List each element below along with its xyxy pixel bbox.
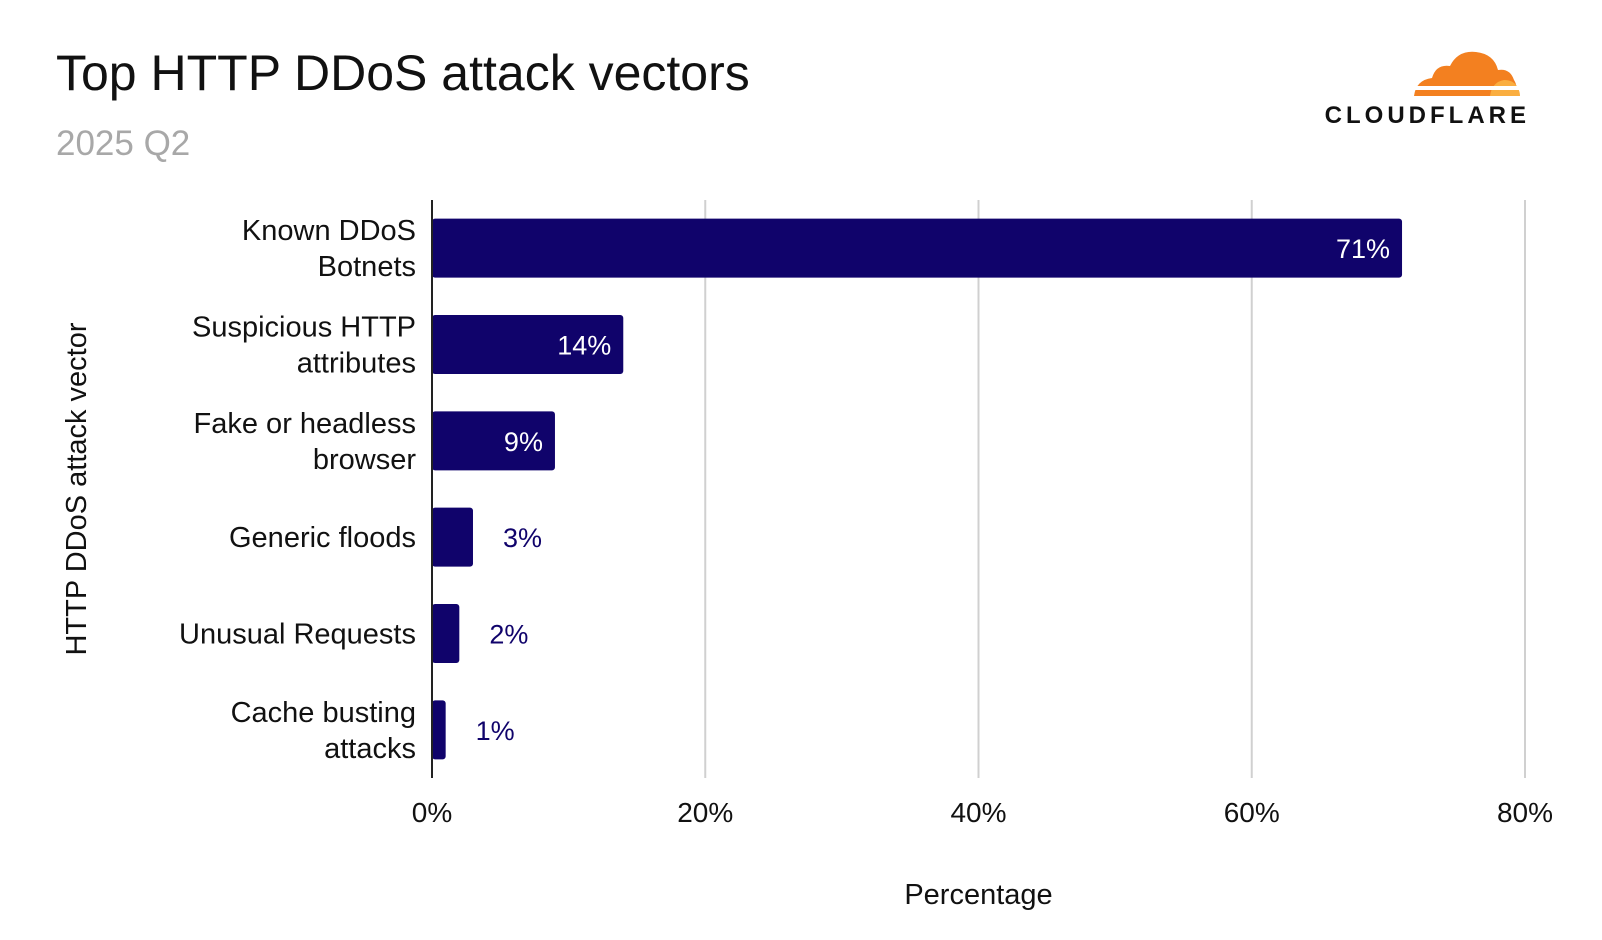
- category-labels: Known DDoS Botnets Suspicious HTTP attribut…: [179, 215, 416, 765]
- x-axis-title: Percentage: [904, 879, 1052, 911]
- bar: [432, 604, 460, 663]
- bar: [432, 507, 473, 567]
- data-label: 14%: [557, 331, 611, 361]
- x-tick-label: 80%: [1497, 797, 1553, 828]
- x-tick-labels: 0% 20% 40% 60% 80%: [412, 797, 1553, 828]
- bar: [432, 411, 555, 471]
- category-label: Fake or headless: [194, 408, 416, 440]
- x-tick-label: 0%: [412, 797, 452, 828]
- cloudflare-wordmark: CLOUDFLARE: [1324, 102, 1530, 129]
- bar: [432, 700, 446, 760]
- category-label: Suspicious HTTP: [192, 312, 416, 344]
- bars: 71% 14% 9% 3% 2% 1%: [432, 218, 1403, 760]
- data-label: 3%: [503, 523, 542, 553]
- data-label: 2%: [489, 620, 528, 650]
- chart-title: Top HTTP DDoS attack vectors: [56, 45, 750, 101]
- category-label: Cache busting: [231, 697, 416, 729]
- category-label: Unusual Requests: [179, 619, 416, 651]
- gridlines: [704, 200, 1526, 778]
- x-tick-label: 20%: [677, 797, 733, 828]
- category-label: attacks: [324, 733, 416, 765]
- category-label: browser: [313, 444, 416, 476]
- bar: [432, 315, 624, 374]
- cloudflare-logo: CLOUDFLARE: [1290, 46, 1530, 130]
- cloud-icon: [1410, 51, 1522, 96]
- bar: [432, 218, 1403, 278]
- chart-subtitle: 2025 Q2: [56, 124, 191, 163]
- data-label: 9%: [504, 427, 543, 457]
- data-label: 1%: [476, 716, 515, 746]
- category-label: Botnets: [318, 251, 416, 283]
- category-label: Known DDoS: [242, 215, 416, 247]
- y-axis-title: HTTP DDoS attack vector: [61, 322, 93, 655]
- category-label: attributes: [297, 348, 416, 380]
- x-tick-label: 40%: [950, 797, 1006, 828]
- data-label: 71%: [1336, 234, 1390, 264]
- category-label: Generic floods: [229, 522, 416, 554]
- x-tick-label: 60%: [1224, 797, 1280, 828]
